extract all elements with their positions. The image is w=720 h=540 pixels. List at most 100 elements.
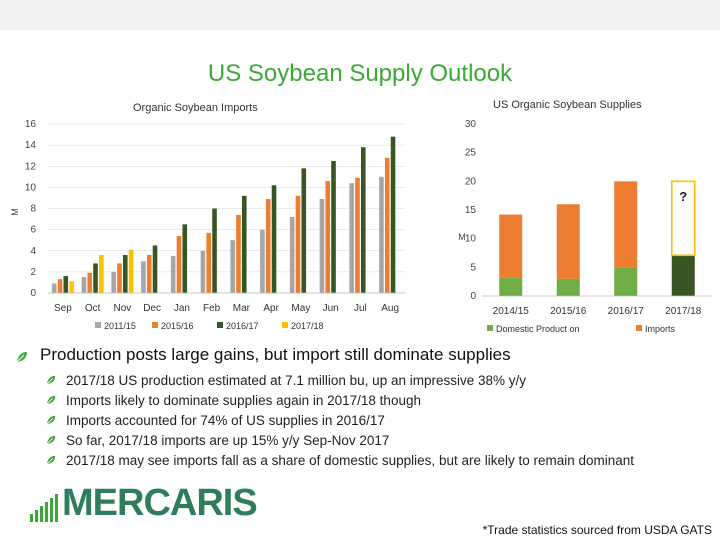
legend-label: 2017/18 xyxy=(291,321,324,331)
stacked-bar-segment xyxy=(614,267,638,296)
y-tick-label: 5 xyxy=(470,262,476,273)
y-tick-label: 20 xyxy=(465,176,477,187)
x-tick-label: Feb xyxy=(203,303,221,314)
y-tick-label: 15 xyxy=(465,205,477,216)
legend-label: Domestic Product on xyxy=(496,324,580,334)
legend-label: 2011/15 xyxy=(104,321,136,331)
main-bullet: Production posts large gains, but import… xyxy=(16,345,706,365)
stacked-bar-segment xyxy=(556,204,580,279)
bar xyxy=(51,283,57,293)
sub-bullet-item: Imports likely to dominate supplies agai… xyxy=(46,391,706,411)
bar xyxy=(379,176,384,293)
legend-swatch xyxy=(282,322,288,328)
sub-bullet-text: 2017/18 may see imports fall as a share … xyxy=(66,453,635,468)
x-tick-label: Dec xyxy=(143,303,161,314)
bar xyxy=(360,147,366,293)
y-tick-label: 14 xyxy=(25,140,37,151)
y-tick-label: 2 xyxy=(30,267,36,278)
x-tick-label: Nov xyxy=(113,303,131,314)
bar xyxy=(260,229,265,293)
bar xyxy=(176,235,182,293)
y-tick-label: 25 xyxy=(465,148,477,159)
x-tick-label: 2014/15 xyxy=(493,306,530,317)
x-tick-label: May xyxy=(291,303,310,314)
stacked-bar-segment xyxy=(499,277,523,296)
sub-bullet-item: So far, 2017/18 imports are up 15% y/y S… xyxy=(46,431,706,451)
bullet-section: Production posts large gains, but import… xyxy=(16,345,706,471)
x-tick-label: Aug xyxy=(381,303,399,314)
stacked-bar-segment xyxy=(499,214,523,278)
logo-bars-icon xyxy=(30,488,58,522)
bar xyxy=(81,277,87,293)
legend-label: 2015/16 xyxy=(161,321,194,331)
leaf-bullet-icon xyxy=(46,375,56,385)
slide-title: US Soybean Supply Outlook xyxy=(207,60,513,87)
bar xyxy=(128,249,134,293)
bar xyxy=(331,160,336,293)
bar xyxy=(325,181,331,293)
x-tick-label: 2016/17 xyxy=(608,306,645,317)
x-tick-label: Apr xyxy=(263,303,279,314)
y-axis-label: M xyxy=(458,232,466,242)
bar xyxy=(355,177,360,293)
bar xyxy=(99,254,104,293)
main-bullet-text: Production posts large gains, but import… xyxy=(40,345,511,364)
bar xyxy=(152,245,158,293)
sub-bullet-item: 2017/18 may see imports fall as a share … xyxy=(46,451,706,471)
bar xyxy=(265,198,271,293)
bar xyxy=(93,263,98,293)
x-tick-label: Jan xyxy=(174,303,190,314)
bar xyxy=(69,281,74,293)
supplies-chart-title: US Organic Soybean Supplies xyxy=(493,99,642,111)
legend-swatch xyxy=(95,322,101,328)
bar xyxy=(182,224,188,293)
bar xyxy=(384,157,390,293)
sub-bullet-text: So far, 2017/18 imports are up 15% y/y S… xyxy=(66,433,390,448)
leaf-bullet-icon xyxy=(46,415,56,425)
y-tick-label: 8 xyxy=(30,204,36,215)
bar xyxy=(301,168,307,293)
bar xyxy=(295,195,301,293)
x-tick-label: Jun xyxy=(323,303,339,314)
y-tick-label: 30 xyxy=(465,119,477,130)
footnote: *Trade statistics sourced from USDA GATS xyxy=(482,523,712,537)
bar xyxy=(141,261,146,293)
sub-bullet-text: 2017/18 US production estimated at 7.1 m… xyxy=(66,373,527,388)
y-tick-label: 16 xyxy=(25,119,37,130)
bar xyxy=(146,254,152,293)
x-tick-label: 2015/16 xyxy=(550,306,587,317)
mercaris-logo: MERCARIS xyxy=(30,484,258,522)
leaf-bullet-icon xyxy=(46,395,56,405)
bar xyxy=(63,276,69,293)
stacked-bar-segment xyxy=(556,278,580,296)
y-tick-label: 10 xyxy=(25,182,37,193)
legend-label: Imports xyxy=(645,324,676,334)
top-band xyxy=(0,0,720,30)
bar xyxy=(87,272,93,293)
y-tick-label: 0 xyxy=(470,291,476,302)
bar xyxy=(111,271,116,293)
bar xyxy=(319,198,325,293)
y-tick-label: 0 xyxy=(30,288,36,299)
y-tick-label: 6 xyxy=(30,225,36,236)
sub-bullet-text: Imports likely to dominate supplies agai… xyxy=(66,393,421,408)
y-tick-label: 12 xyxy=(25,161,37,172)
bar xyxy=(117,263,122,293)
x-tick-label: 2017/18 xyxy=(665,306,702,317)
legend-swatch xyxy=(217,322,223,328)
bar xyxy=(271,185,277,293)
legend-label: 2016/17 xyxy=(226,321,259,331)
leaf-bullet-icon xyxy=(46,435,56,445)
bar xyxy=(390,136,396,293)
bar xyxy=(349,183,354,293)
y-tick-label: 10 xyxy=(465,234,477,245)
forecast-question-label: ? xyxy=(679,189,687,204)
bar xyxy=(212,208,217,293)
y-axis-label: M xyxy=(10,208,20,216)
x-tick-label: Sep xyxy=(54,303,72,314)
sub-bullet-item: Imports accounted for 74% of US supplies… xyxy=(46,411,706,431)
leaf-bullet-icon xyxy=(46,455,56,465)
bar xyxy=(206,232,212,293)
imports-chart-title: Organic Soybean Imports xyxy=(133,102,258,114)
legend-swatch xyxy=(636,325,642,331)
